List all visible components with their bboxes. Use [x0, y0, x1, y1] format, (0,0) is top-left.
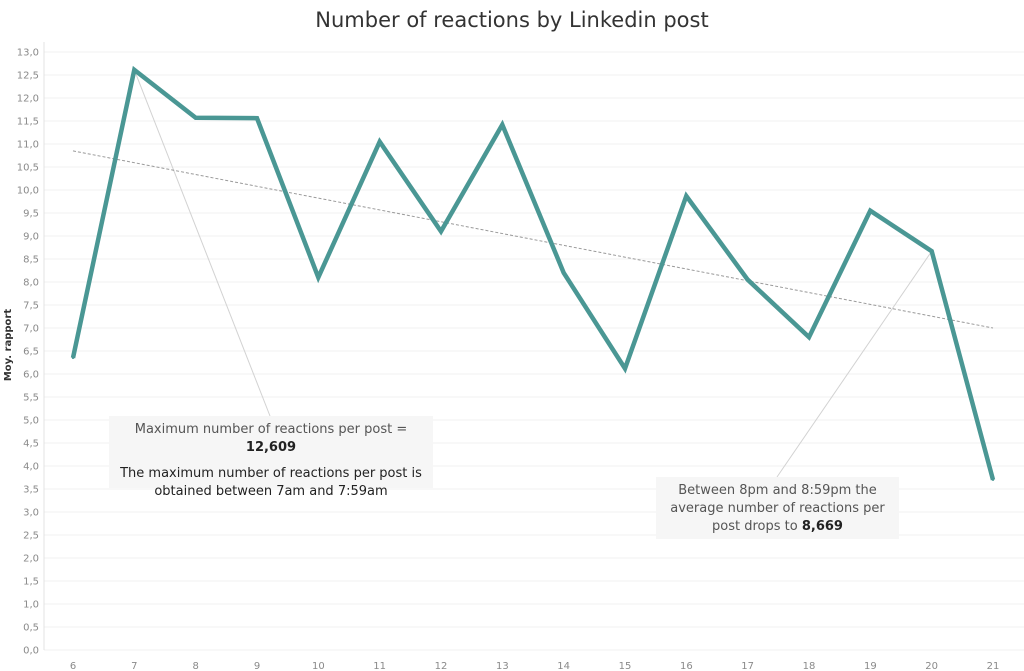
trend-line-group: [72, 150, 994, 329]
y-tick-label: 8,5: [23, 255, 39, 266]
trend-line: [72, 150, 994, 329]
data-point: [194, 116, 197, 119]
x-tick-label: 19: [864, 661, 877, 671]
y-tick-label: 0,5: [23, 623, 39, 634]
y-tick-label: 2,5: [23, 531, 39, 542]
annotation-drop: Between 8pm and 8:59pm the average numbe…: [656, 477, 899, 539]
y-tick-label: 12,0: [17, 94, 39, 105]
x-tick-label: 16: [680, 661, 693, 671]
y-tick-label: 3,5: [23, 485, 39, 496]
data-point: [869, 209, 872, 212]
y-axis-ticks: 0,0 0,5 1,0 1,5 2,0 2,5 3,0 3,5 4,0 4,5 5,0 5,5 6,0 6…: [17, 48, 39, 657]
y-tick-label: 12,5: [17, 71, 39, 82]
x-tick-label: 13: [496, 661, 509, 671]
x-tick-label: 14: [557, 661, 570, 671]
y-tick-label: 8,0: [23, 278, 39, 289]
x-tick-label: 21: [987, 661, 1000, 671]
annotation-max-line2: The maximum number of reactions per post…: [120, 466, 422, 481]
y-tick-label: 0,0: [23, 646, 39, 657]
data-point: [685, 194, 688, 198]
y-tick-label: 9,0: [23, 232, 39, 243]
x-tick-label: 11: [373, 661, 386, 671]
y-tick-label: 9,5: [23, 209, 39, 220]
y-tick-label: 1,5: [23, 577, 39, 588]
series-line: [70, 65, 996, 481]
data-point: [930, 250, 933, 253]
y-tick-label: 13,0: [17, 48, 39, 59]
series-line-group: [70, 65, 996, 481]
data-point: [439, 230, 443, 233]
x-tick-label: 17: [741, 661, 754, 671]
annotation-max-line3: obtained between 7am and 7:59am: [154, 484, 388, 499]
data-point: [501, 123, 504, 126]
y-tick-label: 7,0: [23, 324, 39, 335]
x-tick-label: 10: [312, 661, 325, 671]
annotation-connectors: [133, 69, 933, 478]
data-point: [378, 140, 381, 143]
data-point: [71, 356, 75, 360]
y-tick-label: 4,0: [23, 462, 39, 473]
data-point: [746, 278, 749, 281]
y-tick-label: 10,0: [17, 186, 39, 197]
annotation-drop-connector: [776, 250, 933, 478]
annotation-max-value: 12,609: [245, 440, 297, 455]
y-tick-label: 7,5: [23, 301, 39, 312]
x-axis-ticks: 6 7 8 9 10 11 12 13 14 15 16 17 18 19 20 21: [70, 661, 1000, 671]
data-point: [807, 336, 811, 339]
y-tick-label: 11,5: [17, 117, 39, 128]
x-tick-label: 9: [254, 661, 260, 671]
data-point: [623, 367, 627, 370]
data-point: [133, 68, 136, 72]
data-point: [255, 117, 259, 120]
x-tick-label: 15: [619, 661, 632, 671]
y-axis-label: Moy. rapport: [3, 309, 14, 382]
annotation-drop-line3: post drops to 8,669: [712, 519, 843, 534]
chart-title: Number of reactions by Linkedin post: [315, 8, 708, 32]
annotation-drop-line1: Between 8pm and 8:59pm the: [678, 483, 877, 498]
annotation-max-line1: Maximum number of reactions per post = 1…: [134, 422, 408, 455]
data-point: [991, 478, 995, 481]
data-point: [317, 276, 320, 279]
x-tick-label: 18: [803, 661, 816, 671]
y-tick-label: 11,0: [17, 140, 39, 151]
x-tick-label: 7: [131, 661, 137, 671]
data-point: [562, 271, 565, 274]
y-tick-label: 5,5: [23, 393, 39, 404]
y-tick-label: 1,0: [23, 600, 39, 611]
annotation-max-connector: [133, 69, 271, 417]
y-tick-label: 6,0: [23, 370, 39, 381]
y-tick-label: 6,5: [23, 347, 39, 358]
y-tick-label: 10,5: [17, 163, 39, 174]
x-tick-label: 12: [435, 661, 448, 671]
y-tick-label: 2,0: [23, 554, 39, 565]
y-tick-label: 3,0: [23, 508, 39, 519]
gridlines: [43, 42, 1024, 651]
y-tick-label: 4,5: [23, 439, 39, 450]
x-tick-label: 20: [925, 661, 938, 671]
x-tick-label: 6: [70, 661, 76, 671]
annotation-max: Maximum number of reactions per post = 1…: [109, 416, 433, 499]
y-tick-label: 5,0: [23, 416, 39, 427]
annotation-drop-value: 8,669: [801, 519, 843, 534]
annotation-drop-line2: average number of reactions per: [670, 501, 885, 516]
x-tick-label: 8: [192, 661, 198, 671]
